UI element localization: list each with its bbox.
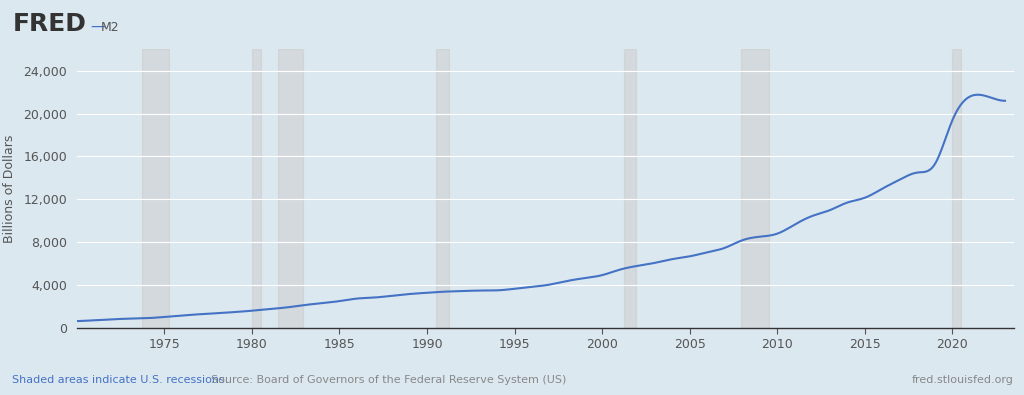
Text: —: — [90,19,105,34]
Bar [436,49,449,328]
Text: M2: M2 [100,21,119,34]
Bar [952,49,962,328]
Bar [252,49,261,328]
Text: FRED: FRED [12,11,86,36]
Bar [279,49,303,328]
Y-axis label: Billions of Dollars: Billions of Dollars [3,134,16,243]
Bar [741,49,769,328]
Text: Shaded areas indicate U.S. recessions.: Shaded areas indicate U.S. recessions. [12,375,228,385]
Bar [142,49,169,328]
Text: fred.stlouisfed.org: fred.stlouisfed.org [912,375,1014,385]
Bar [624,49,636,328]
Text: Source: Board of Governors of the Federal Reserve System (US): Source: Board of Governors of the Federa… [211,375,567,385]
